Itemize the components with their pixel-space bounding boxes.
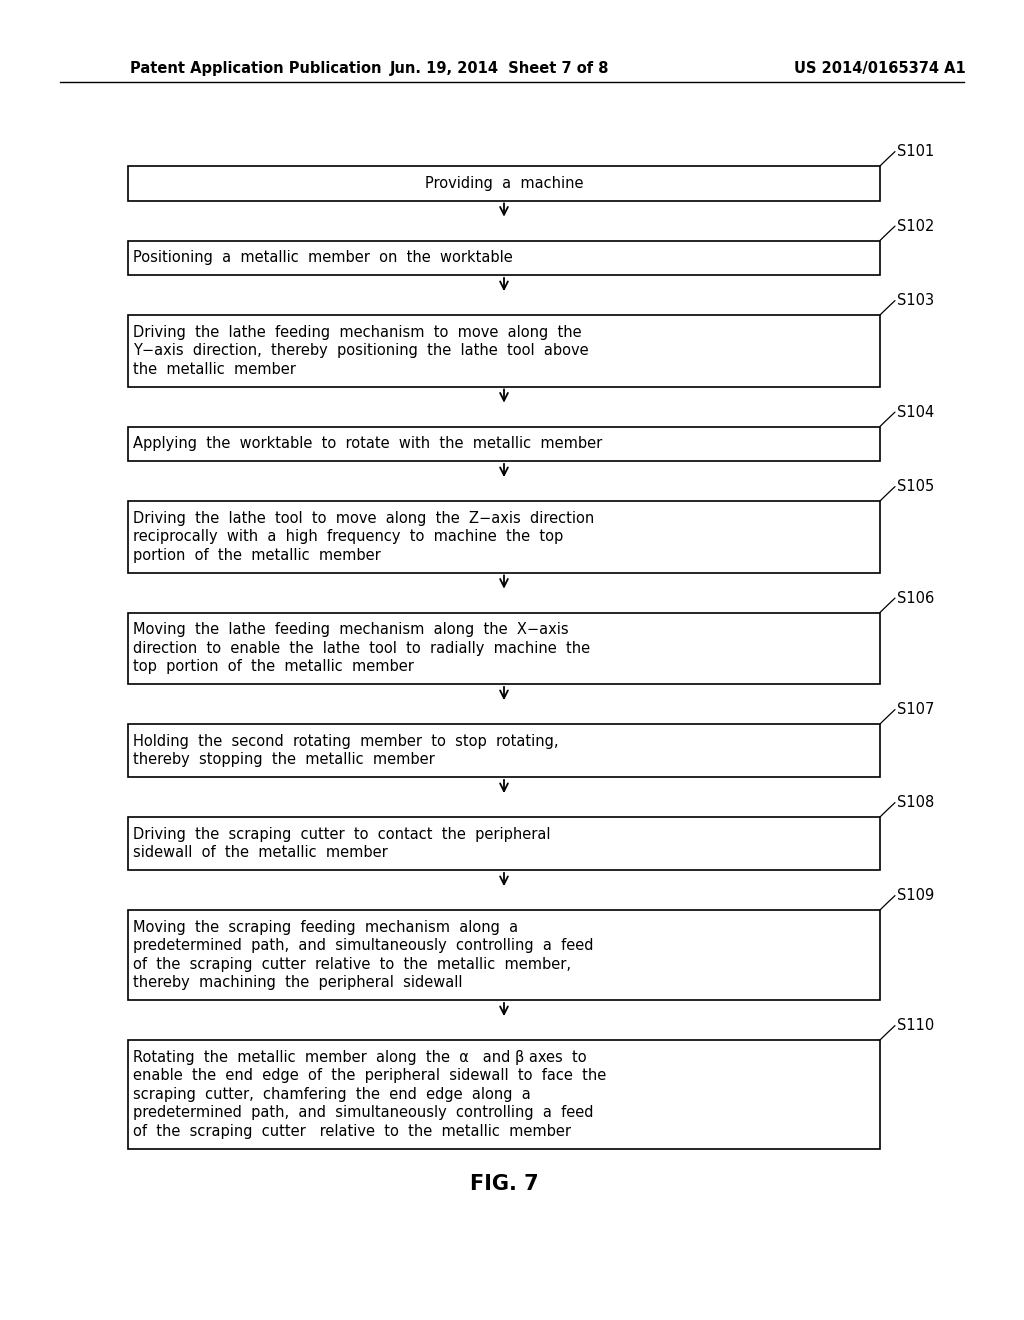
Bar	[128, 612, 880, 684]
Text: S104: S104	[897, 405, 934, 420]
Bar	[128, 502, 880, 573]
Bar	[128, 817, 880, 870]
Text: Rotating  the  metallic  member  along  the  α   and β axes  to: Rotating the metallic member along the α…	[133, 1049, 587, 1065]
Text: the  metallic  member: the metallic member	[133, 362, 296, 376]
Text: reciprocally  with  a  high  frequency  to  machine  the  top: reciprocally with a high frequency to ma…	[133, 529, 563, 544]
Text: S106: S106	[897, 590, 934, 606]
Text: sidewall  of  the  metallic  member: sidewall of the metallic member	[133, 845, 388, 861]
Bar	[128, 240, 880, 275]
Text: S102: S102	[897, 219, 934, 234]
Text: direction  to  enable  the  lathe  tool  to  radially  machine  the: direction to enable the lathe tool to ra…	[133, 640, 590, 656]
Text: S109: S109	[897, 888, 934, 903]
Bar	[128, 315, 880, 387]
Text: enable  the  end  edge  of  the  peripheral  sidewall  to  face  the: enable the end edge of the peripheral si…	[133, 1068, 606, 1084]
Text: Providing  a  machine: Providing a machine	[425, 176, 584, 191]
Text: of  the  scraping  cutter   relative  to  the  metallic  member: of the scraping cutter relative to the m…	[133, 1123, 571, 1139]
Text: Moving  the  scraping  feeding  mechanism  along  a: Moving the scraping feeding mechanism al…	[133, 920, 518, 935]
Text: Jun. 19, 2014  Sheet 7 of 8: Jun. 19, 2014 Sheet 7 of 8	[390, 61, 609, 75]
Text: Patent Application Publication: Patent Application Publication	[130, 61, 382, 75]
Bar	[128, 1040, 880, 1148]
Text: Positioning  a  metallic  member  on  the  worktable: Positioning a metallic member on the wor…	[133, 251, 513, 265]
Text: S110: S110	[897, 1018, 934, 1034]
Text: Holding  the  second  rotating  member  to  stop  rotating,: Holding the second rotating member to st…	[133, 734, 558, 748]
Text: Moving  the  lathe  feeding  mechanism  along  the  X−axis: Moving the lathe feeding mechanism along…	[133, 622, 568, 638]
Bar	[128, 426, 880, 461]
Text: Driving  the  scraping  cutter  to  contact  the  peripheral: Driving the scraping cutter to contact t…	[133, 826, 551, 842]
Text: Y−axis  direction,  thereby  positioning  the  lathe  tool  above: Y−axis direction, thereby positioning th…	[133, 343, 589, 358]
Bar	[128, 909, 880, 1001]
Text: thereby  stopping  the  metallic  member: thereby stopping the metallic member	[133, 752, 435, 767]
Text: portion  of  the  metallic  member: portion of the metallic member	[133, 548, 381, 562]
Bar	[128, 723, 880, 777]
Text: scraping  cutter,  chamfering  the  end  edge  along  a: scraping cutter, chamfering the end edge…	[133, 1086, 530, 1102]
Bar	[128, 166, 880, 201]
Text: S101: S101	[897, 144, 934, 160]
Text: S107: S107	[897, 702, 934, 717]
Text: predetermined  path,  and  simultaneously  controlling  a  feed: predetermined path, and simultaneously c…	[133, 939, 594, 953]
Text: Driving  the  lathe  feeding  mechanism  to  move  along  the: Driving the lathe feeding mechanism to m…	[133, 325, 582, 339]
Text: top  portion  of  the  metallic  member: top portion of the metallic member	[133, 659, 414, 675]
Text: FIG. 7: FIG. 7	[470, 1173, 539, 1193]
Text: S108: S108	[897, 795, 934, 810]
Text: US 2014/0165374 A1: US 2014/0165374 A1	[795, 61, 966, 75]
Text: of  the  scraping  cutter  relative  to  the  metallic  member,: of the scraping cutter relative to the m…	[133, 957, 571, 972]
Text: Driving  the  lathe  tool  to  move  along  the  Z−axis  direction: Driving the lathe tool to move along the…	[133, 511, 594, 525]
Text: thereby  machining  the  peripheral  sidewall: thereby machining the peripheral sidewal…	[133, 975, 463, 990]
Text: Applying  the  worktable  to  rotate  with  the  metallic  member: Applying the worktable to rotate with th…	[133, 436, 602, 451]
Text: S105: S105	[897, 479, 934, 494]
Text: S103: S103	[897, 293, 934, 308]
Text: predetermined  path,  and  simultaneously  controlling  a  feed: predetermined path, and simultaneously c…	[133, 1105, 594, 1121]
